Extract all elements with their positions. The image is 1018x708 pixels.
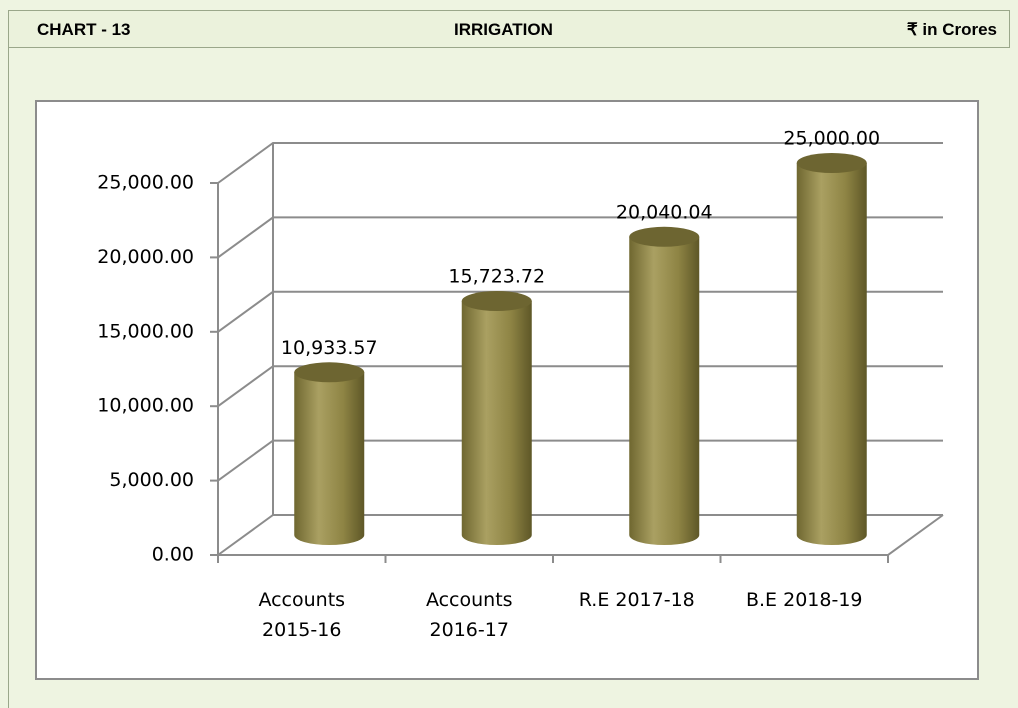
grid-line	[217, 142, 943, 184]
x-tick-label: Accounts 2016-17	[425, 589, 513, 641]
grid-line	[217, 365, 943, 408]
y-tick-label: 0.00	[152, 544, 194, 566]
y-tick-label: 20,000.00	[97, 246, 194, 268]
bar-top	[629, 226, 700, 247]
bar	[796, 163, 867, 545]
grid-line	[217, 514, 943, 556]
grid-line	[217, 216, 943, 259]
bar	[461, 301, 532, 545]
unit: ₹ in Crores	[906, 20, 997, 39]
bar-top	[294, 362, 365, 383]
value-label: 25,000.00	[783, 128, 880, 150]
x-tick-label: B.E 2018-19	[745, 589, 863, 611]
chart-title: IRRIGATION	[454, 20, 553, 39]
y-tick-label: 10,000.00	[97, 395, 194, 417]
bar	[629, 236, 700, 545]
y-tick-label: 25,000.00	[97, 172, 194, 194]
x-tick-label: Accounts 2015-16	[258, 589, 346, 641]
bar-top	[796, 153, 867, 173]
header: CHART - 13 IRRIGATION ₹ in Crores	[8, 10, 1010, 48]
value-label: 20,040.04	[616, 201, 713, 223]
chart-number: CHART - 13	[37, 20, 131, 39]
grid-line	[217, 439, 943, 482]
bar	[294, 372, 365, 545]
y-tick-label: 5,000.00	[109, 469, 194, 491]
x-tick-label: R.E 2017-18	[578, 589, 695, 611]
grid-line	[217, 290, 943, 333]
value-label: 15,723.72	[448, 266, 545, 288]
y-tick-label: 15,000.00	[97, 320, 194, 342]
value-label: 10,933.57	[281, 337, 378, 359]
bar-top	[461, 291, 532, 312]
border	[8, 46, 9, 708]
